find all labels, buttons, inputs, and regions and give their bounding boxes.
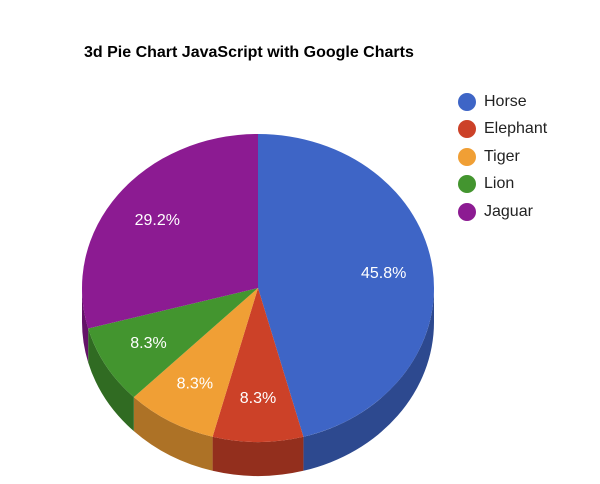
slice-label-elephant: 8.3% [240, 390, 276, 407]
slice-label-jaguar: 29.2% [135, 212, 180, 229]
chart-title: 3d Pie Chart JavaScript with Google Char… [84, 44, 414, 61]
legend-item-jaguar[interactable]: Jaguar [458, 198, 547, 226]
pie-sides [82, 288, 435, 476]
pie-side-lion [88, 328, 134, 432]
legend-label-lion: Lion [484, 175, 515, 193]
slice-label-horse: 45.8% [361, 265, 406, 282]
legend-label-tiger: Tiger [484, 147, 520, 165]
legend-label-jaguar: Jaguar [484, 202, 533, 220]
pie-slice-lion[interactable] [88, 288, 258, 398]
pie-side-elephant [212, 436, 304, 476]
pie-side-horse [303, 288, 435, 471]
slice-label-tiger: 8.3% [177, 375, 213, 392]
pie-top [81, 134, 435, 442]
pie-slice-jaguar[interactable] [81, 134, 258, 329]
legend-label-elephant: Elephant [484, 120, 548, 138]
legend-swatch-horse [458, 92, 476, 111]
legend-item-lion[interactable]: Lion [458, 171, 547, 199]
legend-item-elephant[interactable]: Elephant [458, 116, 547, 144]
pie-side-tiger [133, 397, 213, 471]
pie-side-jaguar [82, 288, 89, 363]
legend-swatch-elephant [458, 120, 476, 139]
legend-label-horse: Horse [484, 92, 527, 110]
legend-swatch-lion [458, 175, 476, 194]
pie-slice-horse[interactable] [258, 134, 435, 437]
pie-slice-elephant[interactable] [212, 288, 304, 442]
legend-swatch-tiger [458, 147, 476, 166]
slice-label-lion: 8.3% [130, 335, 166, 352]
legend-item-horse[interactable]: Horse [458, 88, 547, 116]
legend-swatch-jaguar [458, 202, 476, 221]
legend: Horse Elephant Tiger Lion Jaguar [458, 88, 547, 226]
legend-item-tiger[interactable]: Tiger [458, 143, 547, 171]
pie-labels: 45.8% 8.3% 8.3% 8.3% 29.2% [130, 212, 406, 407]
pie-slice-tiger[interactable] [133, 288, 258, 437]
